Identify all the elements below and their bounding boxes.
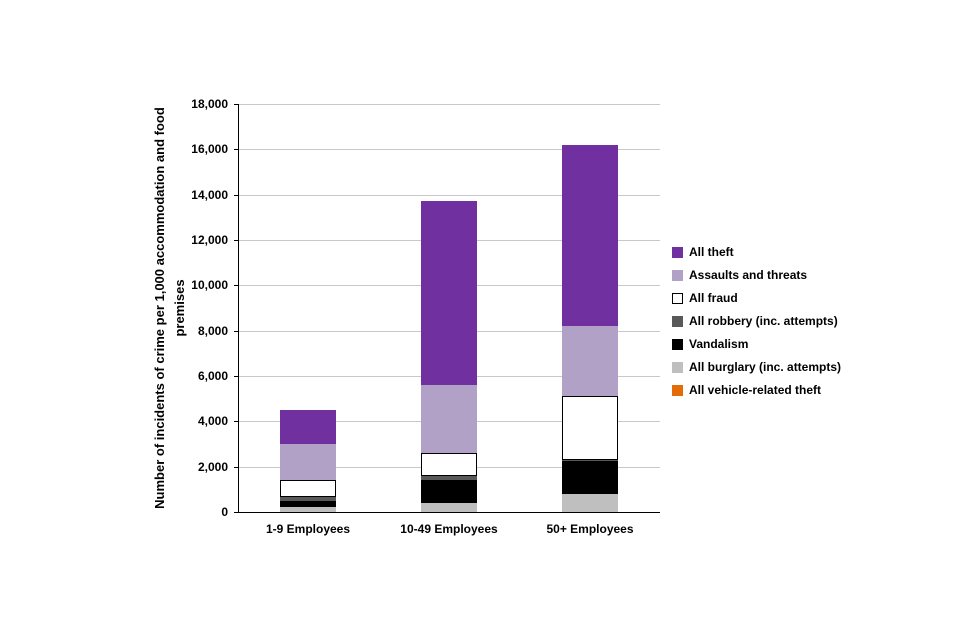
legend-swatch xyxy=(672,316,683,327)
legend-item: All burglary (inc. attempts) xyxy=(672,360,842,374)
legend-item: All robbery (inc. attempts) xyxy=(672,314,841,328)
bar-segment-all-fraud xyxy=(562,396,618,460)
legend-label: Vandalism xyxy=(689,337,749,351)
y-gridline xyxy=(238,104,660,105)
x-tick-label: 10-49 Employees xyxy=(400,522,498,536)
legend-label: All theft xyxy=(689,245,734,259)
legend-item: Assaults and threats xyxy=(672,268,841,282)
y-tick-label: 12,000 xyxy=(191,233,228,247)
bar-segment-assaults-and-threats xyxy=(562,326,618,397)
bar-segment-vandalism xyxy=(421,480,477,503)
x-tick-label: 1-9 Employees xyxy=(265,522,351,536)
legend-label: All vehicle-related theft xyxy=(689,383,822,397)
legend-label: All burglary (inc. attempts) xyxy=(689,360,842,374)
y-axis-line xyxy=(238,104,239,512)
y-tick-mark xyxy=(234,195,238,196)
legend-item: Vandalism xyxy=(672,337,841,351)
y-tick-label: 10,000 xyxy=(191,278,228,292)
y-tick-mark xyxy=(234,512,238,513)
y-tick-mark xyxy=(234,467,238,468)
bar-segment-assaults-and-threats xyxy=(280,444,336,481)
x-tick-label: 50+ Employees xyxy=(546,522,634,536)
bar-segment-all-theft xyxy=(421,201,477,386)
legend-swatch xyxy=(672,385,683,396)
y-tick-label: 0 xyxy=(221,505,228,519)
chart-legend: All theft Assaults and threats All fraud Al… xyxy=(672,245,842,408)
bar-segment-vandalism xyxy=(562,461,618,494)
y-gridline xyxy=(238,195,660,196)
y-tick-mark xyxy=(234,421,238,422)
y-tick-mark xyxy=(234,104,238,105)
bar-segment-all-fraud xyxy=(421,453,477,476)
y-tick-label: 8,000 xyxy=(197,324,228,338)
bar-segment-all-burglary-inc-attempts- xyxy=(280,507,336,512)
legend-swatch xyxy=(672,293,683,304)
y-tick-mark xyxy=(234,240,238,241)
bar-segment-all-robbery-inc-attempts- xyxy=(562,459,618,461)
legend-swatch xyxy=(672,339,683,350)
legend-item: All vehicle-related theft xyxy=(672,383,841,397)
y-axis-title: Number of incidents of crime per 1,000 a… xyxy=(152,107,187,509)
y-tick-label: 18,000 xyxy=(191,97,228,111)
y-tick-mark xyxy=(234,149,238,150)
y-tick-label: 14,000 xyxy=(191,188,228,202)
x-axis-line xyxy=(238,512,660,513)
legend-swatch xyxy=(672,270,683,281)
bar-segment-assaults-and-threats xyxy=(421,385,477,454)
y-tick-label: 4,000 xyxy=(197,414,228,428)
legend-label: Assaults and threats xyxy=(689,268,808,282)
legend-item: All fraud xyxy=(672,291,841,305)
bar-segment-all-robbery-inc-attempts- xyxy=(421,475,477,481)
bar-segment-vandalism xyxy=(280,500,336,508)
legend-swatch xyxy=(672,362,683,373)
y-tick-mark xyxy=(234,376,238,377)
bar-segment-all-theft xyxy=(280,410,336,444)
y-tick-mark xyxy=(234,331,238,332)
legend-item: All theft xyxy=(672,245,841,259)
bar-segment-all-fraud xyxy=(280,480,336,498)
bar-segment-all-robbery-inc-attempts- xyxy=(280,497,336,501)
bar-segment-all-burglary-inc-attempts- xyxy=(421,502,477,512)
y-tick-mark xyxy=(234,285,238,286)
legend-swatch xyxy=(672,247,683,258)
y-tick-label: 2,000 xyxy=(197,460,228,474)
legend-label: All fraud xyxy=(689,291,738,305)
y-tick-label: 6,000 xyxy=(197,369,228,383)
bar-segment-all-theft xyxy=(562,144,618,327)
legend-label: All robbery (inc. attempts) xyxy=(689,314,838,328)
y-gridline xyxy=(238,149,660,150)
bar-segment-all-burglary-inc-attempts- xyxy=(562,493,618,512)
y-tick-label: 16,000 xyxy=(191,142,228,156)
